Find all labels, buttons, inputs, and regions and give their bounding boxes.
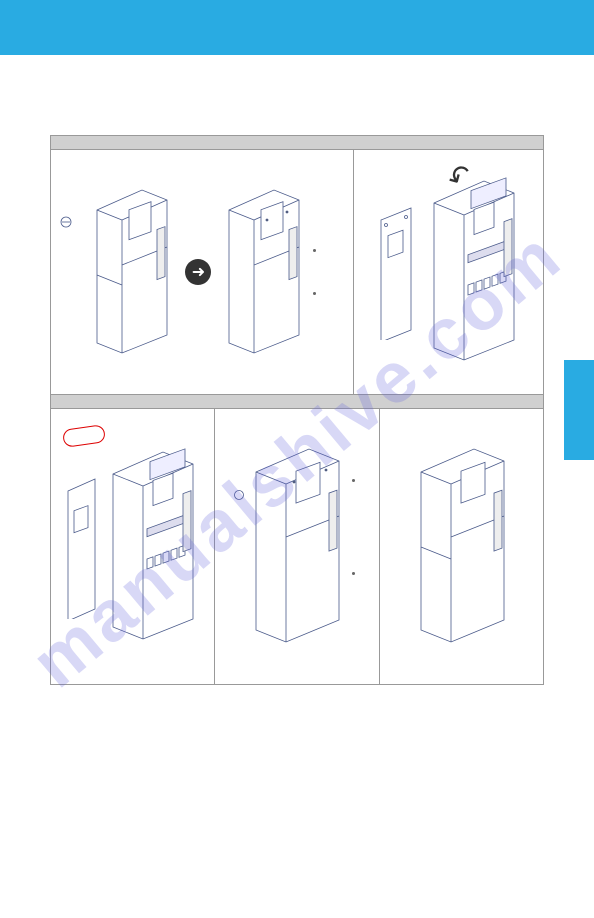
arrow-right-icon: ➜ [185, 259, 211, 285]
row1-header [51, 136, 543, 150]
content-area: ➜ [0, 55, 594, 715]
screw-dots-2 [352, 479, 355, 575]
screw-dots [313, 249, 316, 295]
header-bar [0, 0, 594, 55]
step-open-panel: ↶ [354, 150, 543, 394]
side-panel-removed [376, 200, 426, 345]
device-reassemble [244, 442, 349, 652]
step-complete [380, 409, 543, 684]
side-panel-2 [65, 469, 105, 624]
device-closed [87, 185, 177, 360]
row1: ➜ [51, 150, 543, 395]
step-reattach [215, 409, 379, 684]
highlight-callout [62, 424, 106, 448]
device-final [409, 442, 514, 652]
row2-header [51, 395, 543, 409]
instruction-diagram: ➜ [50, 135, 544, 685]
device-internal [426, 175, 521, 370]
row2 [51, 409, 543, 684]
screw-icon [59, 215, 73, 229]
screw-icon-2 [233, 489, 245, 501]
step-remove-cover: ➜ [51, 150, 354, 394]
device-cover-off [219, 185, 309, 360]
device-internal-2 [105, 444, 200, 649]
step-internal-detail [51, 409, 215, 684]
